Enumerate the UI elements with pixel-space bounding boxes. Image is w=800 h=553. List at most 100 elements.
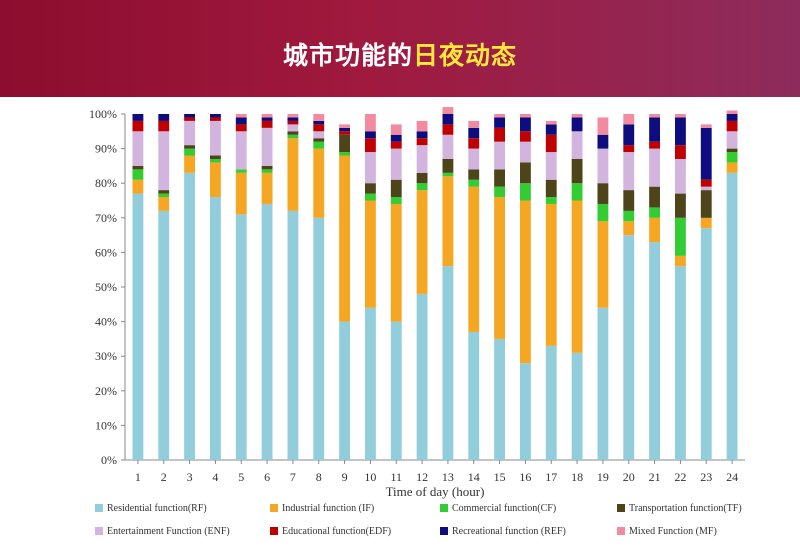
legend-label: Entertainment Function (ENF) [107, 526, 230, 537]
bar-segment-6-hour-24 [726, 120, 738, 132]
x-tick-label: 18 [571, 470, 583, 484]
bar-segment-1-hour-19 [597, 307, 609, 460]
bar-segment-8-hour-13 [442, 107, 454, 114]
bar-segment-6-hour-11 [390, 141, 402, 149]
bar-segment-5-hour-13 [442, 134, 454, 159]
bar-segment-2-hour-4 [209, 162, 221, 198]
bar-segment-2-hour-7 [287, 138, 299, 211]
bar-segment-1-hour-15 [494, 338, 506, 460]
legend-label: Mixed Function (MF) [629, 526, 717, 537]
bar-segment-1-hour-20 [623, 235, 635, 460]
bar-segment-7-hour-15 [494, 117, 506, 128]
bar-segment-2-hour-10 [364, 200, 376, 308]
bar-segment-5-hour-18 [571, 131, 583, 159]
legend-item-1: Residential function(RF) [95, 502, 207, 516]
legend-item-4: Transportation function(TF) [617, 502, 742, 516]
x-tick-label: 21 [649, 470, 661, 484]
bar-segment-1-hour-14 [468, 331, 480, 460]
title-prefix: 城市功能的 [282, 41, 413, 70]
bar-segment-4-hour-20 [623, 190, 635, 211]
y-tick-label: 20% [95, 384, 117, 398]
bar-segment-4-hour-14 [468, 169, 480, 180]
x-tick-label: 14 [468, 470, 480, 484]
bar-segment-7-hour-24 [726, 114, 738, 121]
bar-segment-7-hour-21 [649, 117, 661, 142]
bar-segment-4-hour-18 [571, 158, 583, 184]
legend-swatch [95, 503, 103, 512]
x-tick-label: 3 [187, 470, 193, 484]
bar-segment-6-hour-17 [545, 134, 557, 153]
bar-segment-7-hour-4 [209, 114, 221, 118]
bar-segment-6-hour-12 [416, 138, 428, 146]
bar-segment-4-hour-1 [132, 165, 144, 170]
bar-segment-6-hour-3 [184, 117, 196, 121]
x-tick-label: 1 [135, 470, 141, 484]
bar-segment-7-hour-5 [235, 117, 247, 125]
x-tick-label: 22 [674, 470, 686, 484]
bar-segment-1-hour-13 [442, 266, 454, 460]
bar-segment-6-hour-7 [287, 120, 299, 125]
y-tick-label: 80% [95, 176, 117, 190]
bar-segment-3-hour-3 [184, 148, 196, 156]
x-tick-label: 4 [212, 470, 218, 484]
bar-segment-1-hour-16 [519, 363, 531, 460]
bar-segment-2-hour-13 [442, 176, 454, 267]
y-tick-label: 70% [95, 211, 117, 225]
bar-segment-7-hour-20 [623, 124, 635, 146]
legend-item-8: Mixed Function (MF) [617, 525, 717, 539]
bar-segment-4-hour-9 [339, 134, 351, 153]
bar-segment-8-hour-8 [313, 114, 325, 121]
bar-segment-1-hour-17 [545, 345, 557, 460]
bar-segment-7-hour-2 [158, 114, 170, 121]
bar-segment-8-hour-21 [649, 114, 661, 118]
bar-segment-3-hour-1 [132, 169, 144, 180]
legend-item-7: Recreational function (REF) [440, 525, 566, 539]
bar-segment-5-hour-8 [313, 131, 325, 139]
bar-segment-3-hour-2 [158, 193, 170, 198]
bar-segment-3-hour-4 [209, 158, 221, 163]
bar-segment-4-hour-7 [287, 131, 299, 135]
bar-segment-5-hour-12 [416, 145, 428, 173]
bar-segment-6-hour-16 [519, 131, 531, 142]
x-tick-label: 12 [416, 470, 428, 484]
header-banner: 城市功能的日夜动态 [0, 0, 800, 97]
legend-label: Industrial function (IF) [282, 503, 375, 514]
y-tick-label: 100% [89, 107, 117, 121]
bar-segment-7-hour-18 [571, 117, 583, 132]
bar-segment-2-hour-23 [700, 217, 712, 229]
legend-label: Recreational function (REF) [452, 526, 566, 537]
bar-segment-7-hour-3 [184, 114, 196, 118]
bar-segment-7-hour-10 [364, 131, 376, 139]
bar-segment-6-hour-20 [623, 145, 635, 153]
bar-segment-4-hour-15 [494, 169, 506, 187]
bar-segment-3-hour-17 [545, 197, 557, 204]
bar-segment-3-hour-19 [597, 203, 609, 222]
bar-segment-1-hour-3 [184, 172, 196, 460]
bar-segment-6-hour-14 [468, 138, 480, 149]
bar-segment-1-hour-1 [132, 193, 144, 460]
bar-segment-3-hour-9 [339, 152, 351, 156]
bar-segment-7-hour-23 [700, 127, 712, 180]
bar-segment-3-hour-8 [313, 141, 325, 149]
y-tick-label: 30% [95, 349, 117, 363]
bar-segment-7-hour-17 [545, 124, 557, 135]
x-tick-label: 23 [700, 470, 712, 484]
y-tick-label: 50% [95, 280, 117, 294]
bar-segment-5-hour-11 [390, 148, 402, 180]
bar-segment-5-hour-14 [468, 148, 480, 170]
bar-segment-5-hour-15 [494, 141, 506, 170]
bar-segment-3-hour-16 [519, 183, 531, 201]
bar-segment-2-hour-12 [416, 190, 428, 294]
bar-segment-5-hour-6 [261, 127, 273, 166]
bar-segment-6-hour-6 [261, 120, 273, 128]
x-tick-label: 11 [390, 470, 402, 484]
bar-segment-4-hour-3 [184, 145, 196, 149]
bar-segment-8-hour-9 [339, 124, 351, 128]
bar-segment-8-hour-15 [494, 114, 506, 118]
bar-segment-2-hour-8 [313, 148, 325, 218]
bar-segment-1-hour-6 [261, 203, 273, 460]
bar-segment-2-hour-18 [571, 200, 583, 353]
bar-segment-5-hour-5 [235, 131, 247, 170]
bar-segment-4-hour-12 [416, 172, 428, 184]
bar-segment-7-hour-11 [390, 134, 402, 142]
